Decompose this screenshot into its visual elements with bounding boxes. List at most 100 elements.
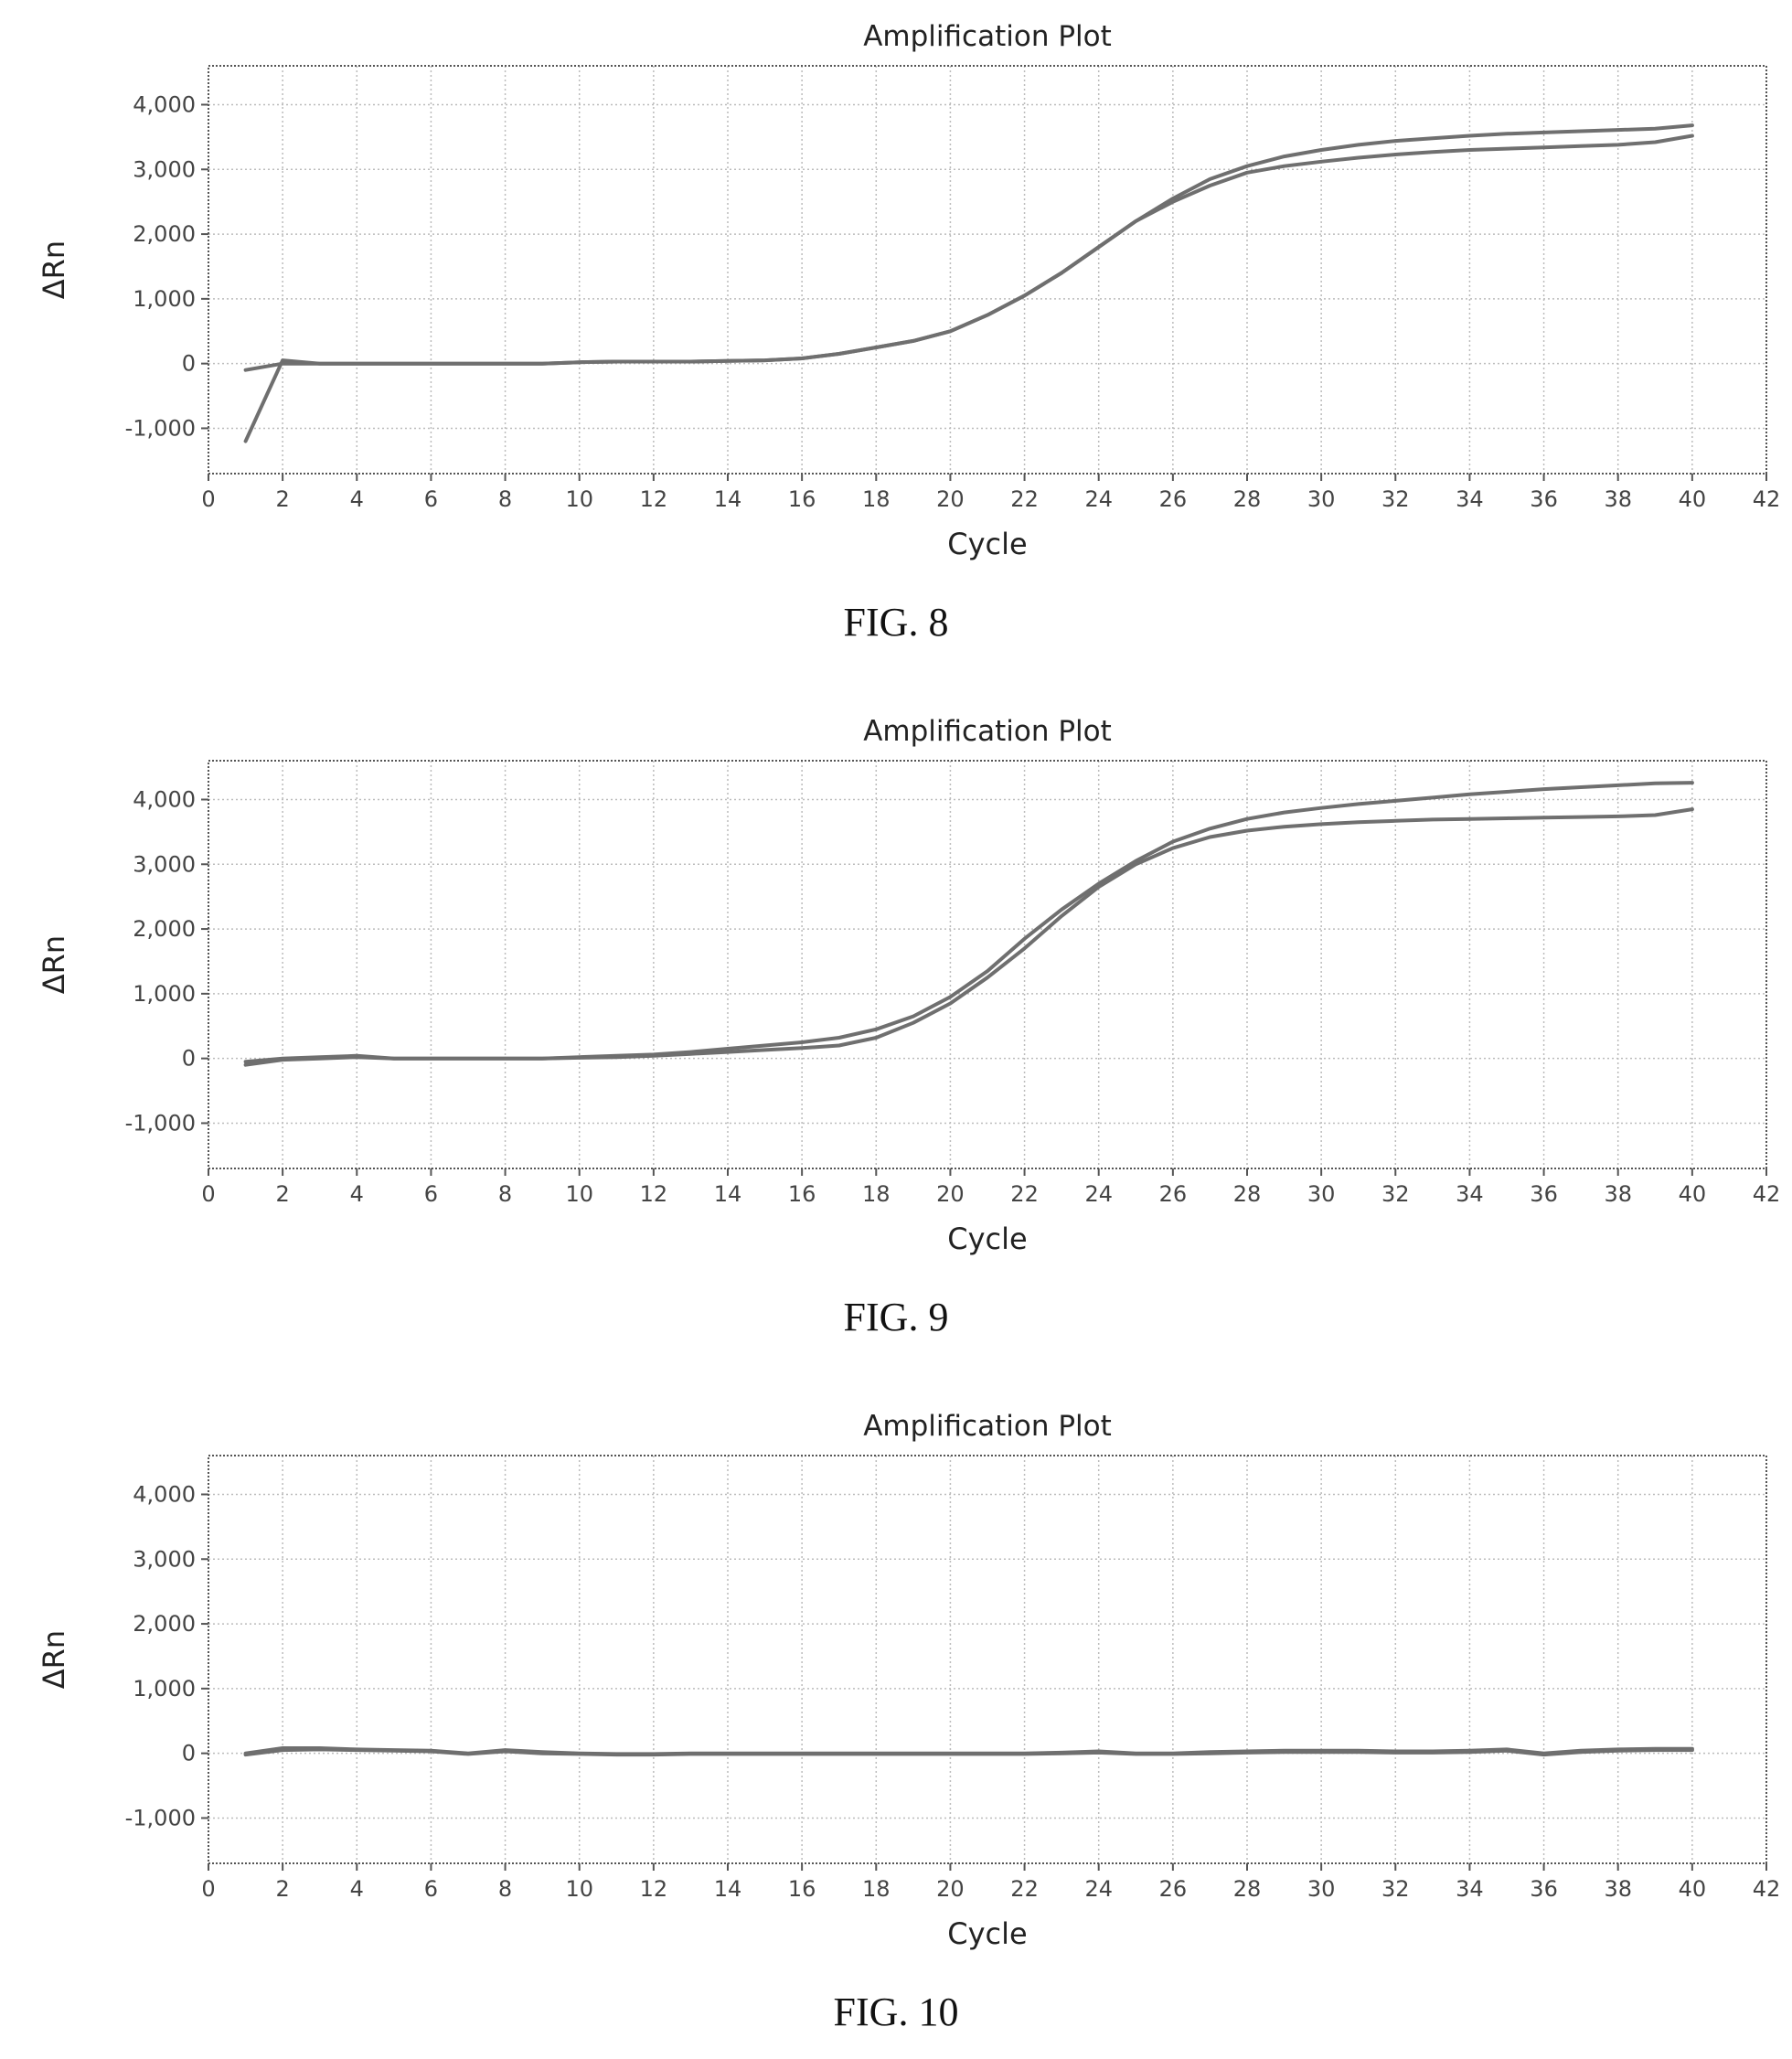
x-tick-label: 12 [640,1876,668,1902]
x-tick-label: 26 [1159,486,1188,512]
y-axis-label: ΔRn [37,240,71,299]
y-tick-label: 0 [182,1046,196,1072]
x-tick-label: 32 [1381,486,1410,512]
x-tick-label: 24 [1084,486,1113,512]
x-tick-label: 20 [936,1876,965,1902]
x-tick-label: 2 [276,1181,290,1207]
x-tick-label: 8 [498,1181,512,1207]
x-tick-label: 2 [276,486,290,512]
series-line-1 [243,123,1694,443]
y-tick-label: 2,000 [133,221,196,247]
x-axis-label: Cycle [947,1916,1027,1951]
y-tick-label: 3,000 [133,156,196,182]
x-tick-label: 32 [1381,1181,1410,1207]
x-tick-label: 34 [1456,1181,1484,1207]
x-tick-label: 10 [565,486,593,512]
x-tick-label: 24 [1084,1876,1113,1902]
x-tick-label: 10 [565,1876,593,1902]
chart-title: Amplification Plot [863,1410,1112,1443]
x-tick-label: 42 [1753,1181,1781,1207]
series-line-2 [243,133,1694,372]
x-tick-label: 40 [1679,1876,1707,1902]
y-tick-label: 1,000 [133,286,196,312]
x-tick-label: 14 [714,1181,742,1207]
x-tick-label: 0 [201,1876,215,1902]
x-tick-label: 4 [350,486,364,512]
figure-caption: FIG. 9 [843,1295,949,1339]
x-tick-label: 14 [714,486,742,512]
x-tick-label: 40 [1679,1181,1707,1207]
x-tick-label: 12 [640,486,668,512]
x-tick-label: 22 [1010,486,1039,512]
y-axis-label: ΔRn [37,935,71,994]
x-tick-label: 24 [1084,1181,1113,1207]
x-tick-label: 16 [788,1876,816,1902]
x-tick-label: 38 [1604,1876,1632,1902]
x-tick-label: 38 [1604,1181,1632,1207]
x-tick-label: 32 [1381,1876,1410,1902]
chart-title: Amplification Plot [863,20,1112,53]
x-axis-label: Cycle [947,527,1027,561]
x-tick-label: 36 [1530,1181,1558,1207]
x-tick-label: 4 [350,1181,364,1207]
chart-title: Amplification Plot [863,715,1112,748]
x-tick-label: 30 [1307,1181,1336,1207]
x-tick-label: 18 [862,1181,891,1207]
y-tick-label: 4,000 [133,786,196,812]
series-line-2 [243,1747,1694,1757]
series-line-1 [243,781,1694,1064]
x-tick-label: 8 [498,1876,512,1902]
figure-caption: FIG. 10 [833,1990,959,2034]
y-tick-label: -1,000 [125,415,196,441]
x-tick-label: 38 [1604,486,1632,512]
x-tick-label: 30 [1307,486,1336,512]
x-tick-label: 28 [1233,1181,1262,1207]
x-tick-label: 16 [788,486,816,512]
x-tick-label: 22 [1010,1876,1039,1902]
y-tick-label: 2,000 [133,1611,196,1637]
x-tick-label: 42 [1753,1876,1781,1902]
y-axis-label: ΔRn [37,1630,71,1689]
x-tick-label: 12 [640,1181,668,1207]
x-tick-label: 36 [1530,1876,1558,1902]
x-tick-label: 10 [565,1181,593,1207]
x-tick-label: 20 [936,486,965,512]
y-tick-label: 3,000 [133,851,196,877]
x-tick-label: 28 [1233,1876,1262,1902]
x-tick-label: 6 [424,1181,438,1207]
y-tick-label: -1,000 [125,1110,196,1136]
y-tick-label: 4,000 [133,91,196,117]
y-tick-label: 1,000 [133,981,196,1007]
x-tick-label: 36 [1530,486,1558,512]
x-tick-label: 26 [1159,1876,1188,1902]
x-axis-label: Cycle [947,1222,1027,1256]
x-tick-label: 42 [1753,486,1781,512]
y-tick-label: 3,000 [133,1546,196,1572]
x-tick-label: 14 [714,1876,742,1902]
y-tick-label: 4,000 [133,1481,196,1507]
x-tick-label: 22 [1010,1181,1039,1207]
plot-frame [208,760,1767,1169]
x-tick-label: 16 [788,1181,816,1207]
plot-frame [208,65,1767,475]
x-tick-label: 6 [424,486,438,512]
x-tick-label: 0 [201,1181,215,1207]
x-tick-label: 2 [276,1876,290,1902]
x-tick-label: 18 [862,1876,891,1902]
x-tick-label: 8 [498,486,512,512]
x-tick-label: 34 [1456,1876,1484,1902]
x-tick-label: 6 [424,1876,438,1902]
plot-frame [208,1455,1767,1864]
x-tick-label: 34 [1456,486,1484,512]
x-tick-label: 4 [350,1876,364,1902]
x-tick-label: 0 [201,486,215,512]
x-tick-label: 40 [1679,486,1707,512]
figure-caption: FIG. 8 [843,600,949,645]
x-tick-label: 20 [936,1181,965,1207]
y-tick-label: 1,000 [133,1676,196,1702]
x-tick-label: 26 [1159,1181,1188,1207]
y-tick-label: 2,000 [133,916,196,942]
